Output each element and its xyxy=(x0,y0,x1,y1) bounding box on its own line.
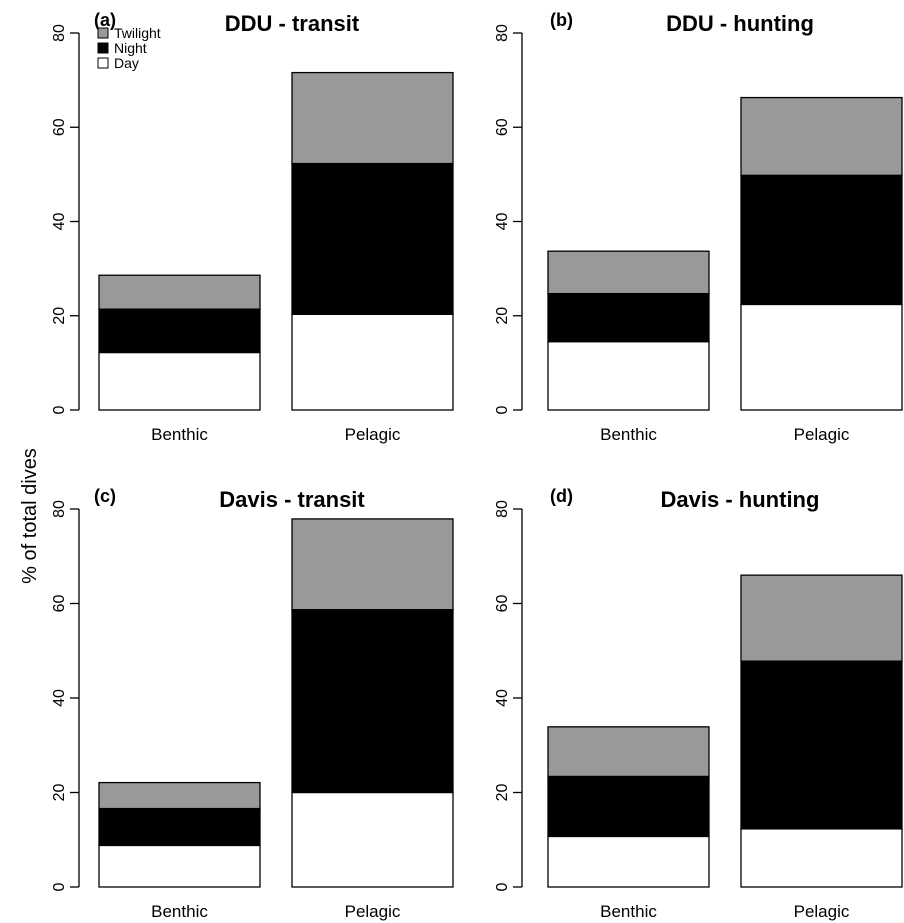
category-label-pelagic: Pelagic xyxy=(794,425,850,444)
bar-segment-pelagic-twilight xyxy=(740,574,903,662)
category-label-benthic: Benthic xyxy=(600,902,657,921)
bar-segment-benthic-day xyxy=(547,341,710,411)
y-tick-label: 20 xyxy=(51,784,68,802)
panel-c: (c) Davis - transit 0 20 40 60 80 Benthic Pelagi… xyxy=(51,486,454,921)
bar-segment-pelagic-twilight xyxy=(291,71,454,165)
legend-label-twilight: Twilight xyxy=(114,25,161,41)
y-tick-label: 80 xyxy=(494,500,511,518)
bar-segment-pelagic-night xyxy=(740,660,903,830)
bar-segment-pelagic-night xyxy=(291,162,454,315)
y-tick-label: 20 xyxy=(494,784,511,802)
y-tick-label: 60 xyxy=(494,595,511,613)
bar-segment-benthic-night xyxy=(547,292,710,343)
category-label-pelagic: Pelagic xyxy=(345,425,401,444)
bar-segment-benthic-night xyxy=(547,775,710,838)
y-tick-label: 40 xyxy=(494,213,511,231)
bar-segment-pelagic-night xyxy=(740,174,903,306)
y-tick-label: 80 xyxy=(51,500,68,518)
legend-swatch-day xyxy=(97,57,109,69)
y-tick-label: 0 xyxy=(494,882,511,891)
y-tick-label: 20 xyxy=(51,307,68,325)
panel-title: Davis - transit xyxy=(219,487,365,512)
bar-segment-pelagic-day xyxy=(740,303,903,411)
panel-letter: (d) xyxy=(550,486,573,506)
category-label-benthic: Benthic xyxy=(600,425,657,444)
y-tick-label: 0 xyxy=(51,882,68,891)
category-label-pelagic: Pelagic xyxy=(345,902,401,921)
legend-swatch-twilight xyxy=(97,27,109,39)
panel-letter: (b) xyxy=(550,10,573,30)
y-tick-label: 20 xyxy=(494,307,511,325)
y-tick-label: 80 xyxy=(51,24,68,42)
panel-title: Davis - hunting xyxy=(661,487,820,512)
bar-segment-pelagic-day xyxy=(291,313,454,411)
y-tick-label: 40 xyxy=(51,213,68,231)
bar-segment-pelagic-day xyxy=(740,828,903,888)
y-tick-label: 80 xyxy=(494,24,511,42)
bar-segment-benthic-twilight xyxy=(547,726,710,778)
y-tick-label: 60 xyxy=(494,118,511,136)
bar-segment-pelagic-day xyxy=(291,791,454,888)
bar-segment-benthic-twilight xyxy=(98,781,261,810)
y-axis-label: % of total dives xyxy=(19,448,41,584)
bar-segment-pelagic-twilight xyxy=(291,518,454,611)
panel-b: (b) DDU - hunting 0 20 40 60 80 Benthic Pelagic xyxy=(494,10,903,444)
bar-segment-benthic-day xyxy=(98,351,261,411)
y-tick-label: 0 xyxy=(51,405,68,414)
panel-a: (a) DDU - transit 0 20 40 60 80 Benthic Pelagic xyxy=(51,10,454,444)
category-label-benthic: Benthic xyxy=(151,902,208,921)
bar-segment-benthic-day xyxy=(98,844,261,888)
panel-title: DDU - transit xyxy=(225,11,360,36)
legend-label-night: Night xyxy=(114,40,147,56)
panel-d: (d) Davis - hunting 0 20 40 60 80 Benthic Pelagi… xyxy=(494,486,903,921)
legend-label-day: Day xyxy=(114,55,139,71)
y-tick-label: 60 xyxy=(51,595,68,613)
y-tick-label: 40 xyxy=(494,689,511,707)
bar-segment-pelagic-twilight xyxy=(740,96,903,176)
panel-title: DDU - hunting xyxy=(666,11,814,36)
bar-segment-pelagic-night xyxy=(291,608,454,794)
y-tick-label: 0 xyxy=(494,405,511,414)
panel-letter: (a) xyxy=(94,10,116,30)
legend-swatch-night xyxy=(97,42,109,54)
panel-letter: (c) xyxy=(94,486,116,506)
category-label-pelagic: Pelagic xyxy=(794,902,850,921)
bar-segment-benthic-night xyxy=(98,308,261,354)
bar-segment-benthic-night xyxy=(98,807,261,847)
bar-segment-benthic-twilight xyxy=(547,250,710,295)
y-tick-label: 60 xyxy=(51,118,68,136)
bar-segment-benthic-day xyxy=(547,835,710,888)
bar-segment-benthic-twilight xyxy=(98,274,261,310)
category-label-benthic: Benthic xyxy=(151,425,208,444)
y-tick-label: 40 xyxy=(51,689,68,707)
